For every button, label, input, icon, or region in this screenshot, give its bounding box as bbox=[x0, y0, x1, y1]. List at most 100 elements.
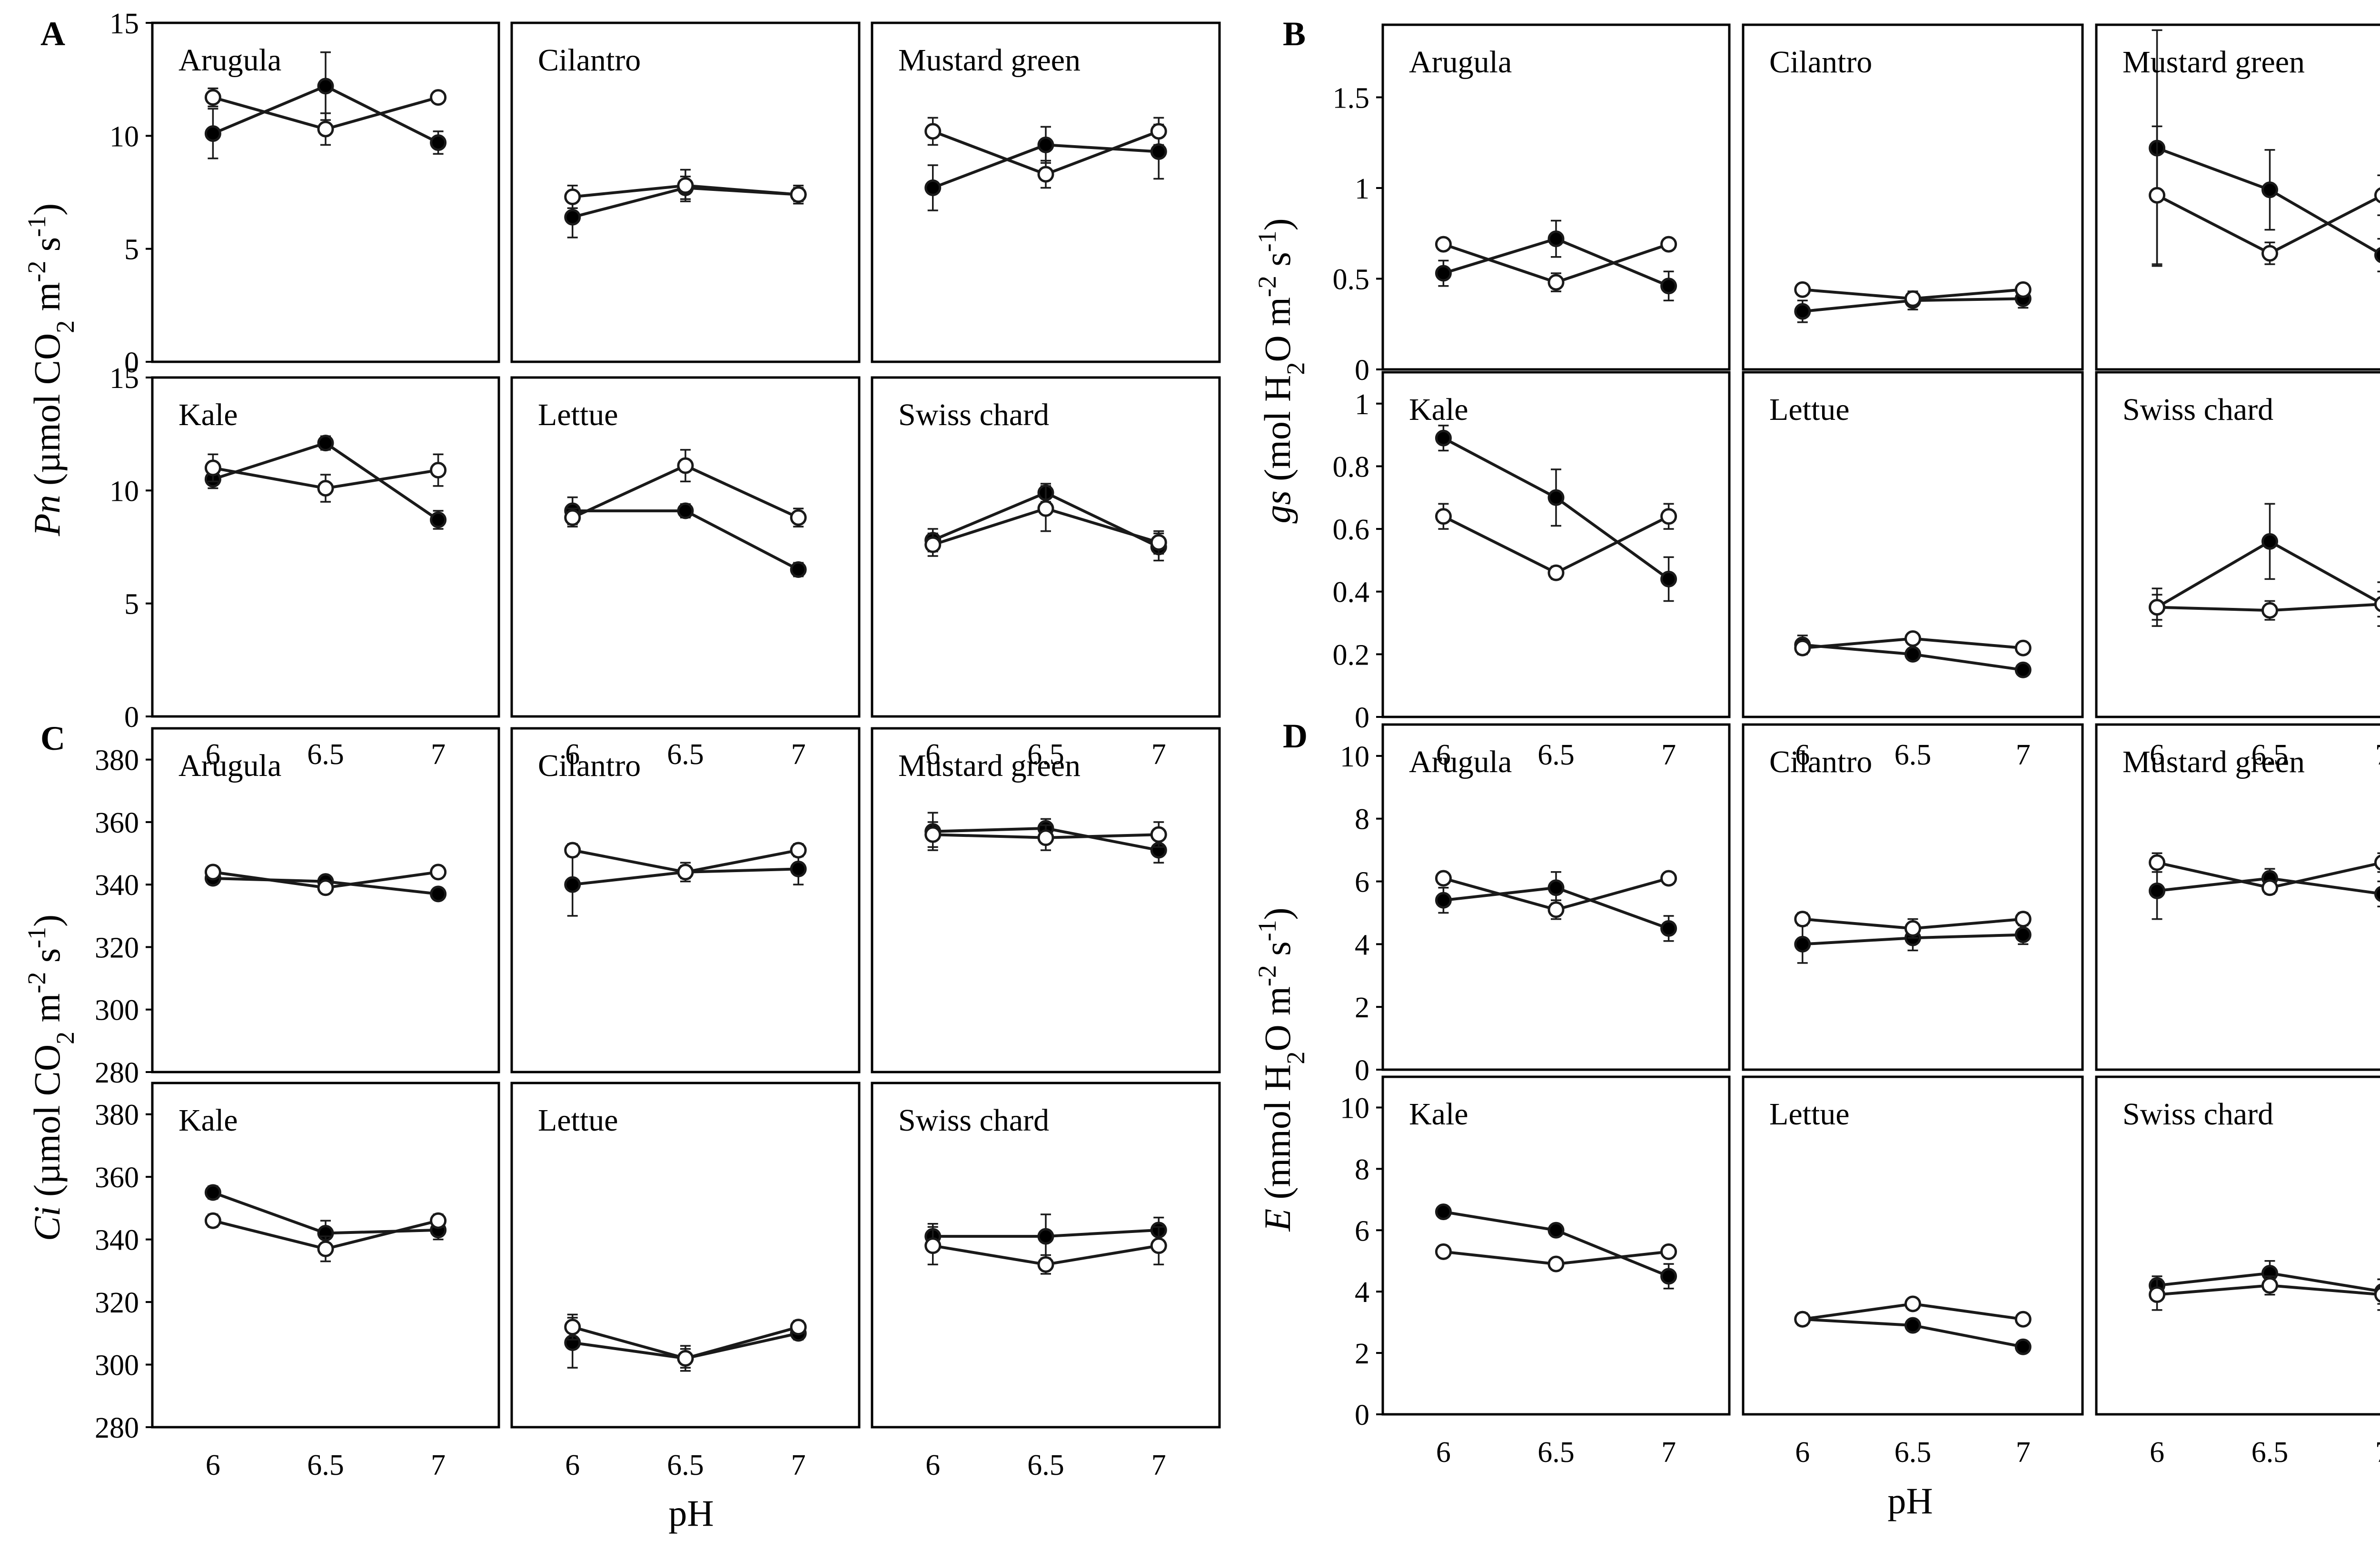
x-tick-label-a-swiss-chard-0: 6 bbox=[925, 738, 940, 771]
y-tick-label-d-kale-2: 2 bbox=[1355, 1338, 1369, 1370]
crop-name-b-lettue: Lettue bbox=[1769, 392, 1850, 427]
y-tick-label-c-kale-320: 320 bbox=[95, 1287, 139, 1319]
data-point-open-d-cilantro-1 bbox=[1904, 920, 1921, 937]
data-point-open-d-lettue-0 bbox=[1794, 1311, 1811, 1328]
x-tick-label-a-lettue-2: 7 bbox=[791, 738, 806, 771]
data-point-open-c-arugula-1 bbox=[317, 879, 334, 896]
y-axis-label-a: Pn (µmol CO2 m-2 s-1) bbox=[22, 203, 79, 537]
data-point-open-c-arugula-0 bbox=[204, 864, 221, 881]
data-point-open-b-cilantro-2 bbox=[2014, 281, 2032, 298]
data-point-open-a-arugula-2 bbox=[430, 89, 447, 106]
y-tick-label-d-kale-4: 4 bbox=[1355, 1276, 1369, 1309]
panel-frame-c-cilantro bbox=[510, 727, 861, 1073]
data-point-closed-c-cilantro-2 bbox=[790, 860, 807, 877]
y-tick-label-c-arugula-300: 300 bbox=[95, 994, 139, 1027]
data-point-open-d-arugula-2 bbox=[1660, 870, 1677, 887]
crop-name-c-arugula: Arugula bbox=[178, 748, 281, 783]
data-point-open-c-swiss-chard-1 bbox=[1037, 1256, 1054, 1273]
y-axis-label-part-a-2: 2 bbox=[51, 320, 79, 333]
data-point-open-b-arugula-2 bbox=[1660, 236, 1677, 253]
y-axis-label-part-b-6: -1 bbox=[1253, 230, 1281, 252]
data-point-open-c-mustard-green-2 bbox=[1150, 826, 1167, 843]
data-point-open-d-kale-1 bbox=[1547, 1255, 1565, 1272]
y-tick-label-b-arugula-1: 1 bbox=[1355, 173, 1369, 205]
panel-frame-a-swiss-chard bbox=[871, 376, 1221, 718]
data-point-open-a-kale-1 bbox=[317, 480, 334, 497]
data-point-open-c-lettue-0 bbox=[564, 1319, 581, 1336]
data-point-open-c-mustard-green-0 bbox=[924, 826, 942, 843]
y-axis-label-part-b-3: O m bbox=[1257, 297, 1298, 362]
y-tick-label-c-arugula-360: 360 bbox=[95, 807, 139, 839]
y-axis-label-part-b-7: ) bbox=[1257, 218, 1298, 230]
data-point-open-c-lettue-1 bbox=[677, 1350, 694, 1367]
data-point-closed-c-kale-0 bbox=[204, 1184, 221, 1201]
y-axis-label-part-c-3: m bbox=[26, 994, 68, 1032]
x-tick-label-d-swiss-chard-2: 7 bbox=[2375, 1436, 2380, 1469]
data-point-closed-b-lettue-2 bbox=[2014, 661, 2032, 678]
panel-letter-c: C bbox=[40, 719, 65, 757]
crop-name-c-cilantro: Cilantro bbox=[538, 748, 641, 783]
y-axis-label-part-b-1: (mol H bbox=[1257, 375, 1298, 491]
crop-name-d-lettue: Lettue bbox=[1769, 1097, 1850, 1132]
data-point-open-d-lettue-2 bbox=[2014, 1311, 2032, 1328]
data-point-open-d-cilantro-2 bbox=[2014, 911, 2032, 928]
panel-frame-b-cilantro bbox=[1742, 23, 2084, 371]
data-point-closed-d-kale-2 bbox=[1660, 1268, 1677, 1285]
y-axis-label-part-a-6: -1 bbox=[22, 216, 51, 237]
y-tick-label-b-arugula-0: 0 bbox=[1355, 354, 1369, 387]
y-tick-label-a-kale-15: 15 bbox=[109, 362, 139, 395]
data-point-open-a-arugula-0 bbox=[204, 89, 221, 106]
crop-name-d-kale: Kale bbox=[1409, 1097, 1468, 1132]
panel-frame-d-mustard-green bbox=[2095, 723, 2380, 1071]
data-point-closed-d-arugula-1 bbox=[1547, 879, 1565, 896]
crop-name-b-kale: Kale bbox=[1409, 392, 1468, 427]
panel-frame-a-arugula bbox=[151, 21, 500, 363]
data-point-open-c-swiss-chard-0 bbox=[924, 1237, 942, 1254]
y-tick-label-d-kale-8: 8 bbox=[1355, 1153, 1369, 1186]
data-point-closed-b-kale-0 bbox=[1435, 429, 1452, 447]
y-axis-label-part-a-1: (µmol CO bbox=[26, 333, 68, 495]
panel-frame-d-swiss-chard bbox=[2095, 1075, 2380, 1416]
y-tick-label-b-arugula-0.5: 0.5 bbox=[1333, 263, 1370, 296]
data-point-closed-b-kale-1 bbox=[1547, 489, 1565, 506]
crop-name-a-arugula: Arugula bbox=[178, 43, 281, 78]
y-tick-label-c-kale-280: 280 bbox=[95, 1412, 139, 1444]
y-axis-label-part-c-7: ) bbox=[26, 914, 68, 927]
data-point-closed-d-cilantro-2 bbox=[2014, 926, 2032, 944]
y-axis-label-part-c-2: 2 bbox=[51, 1032, 79, 1044]
x-tick-label-c-kale-2: 7 bbox=[431, 1449, 446, 1481]
panel-frame-c-arugula bbox=[151, 727, 500, 1073]
y-tick-label-d-arugula-10: 10 bbox=[1340, 741, 1369, 773]
panel-frame-b-mustard-green bbox=[2095, 23, 2380, 371]
panel-frame-a-cilantro bbox=[510, 21, 861, 363]
y-tick-label-a-kale-5: 5 bbox=[124, 588, 139, 621]
data-point-closed-d-kale-1 bbox=[1547, 1222, 1565, 1239]
data-point-open-b-lettue-0 bbox=[1794, 639, 1811, 656]
data-point-open-b-mustard-green-2 bbox=[2374, 187, 2380, 203]
data-point-open-c-lettue-2 bbox=[790, 1319, 807, 1336]
data-point-open-c-kale-1 bbox=[317, 1240, 334, 1257]
x-axis-label-right: pH bbox=[1887, 1480, 1933, 1521]
x-tick-label-c-kale-0: 6 bbox=[206, 1449, 220, 1481]
x-tick-label-d-lettue-1: 6.5 bbox=[1894, 1436, 1932, 1469]
crop-name-d-swiss-chard: Swiss chard bbox=[2122, 1097, 2273, 1132]
y-tick-label-b-arugula-1.5: 1.5 bbox=[1333, 82, 1370, 114]
y-axis-label-part-b-5: s bbox=[1257, 252, 1298, 276]
data-point-closed-d-arugula-2 bbox=[1660, 920, 1677, 937]
x-tick-label-b-lettue-0: 6 bbox=[1795, 739, 1810, 771]
data-point-closed-b-lettue-1 bbox=[1904, 646, 1921, 663]
data-point-closed-a-arugula-2 bbox=[430, 134, 447, 151]
data-point-open-d-mustard-green-0 bbox=[2149, 854, 2166, 871]
data-point-open-b-lettue-1 bbox=[1904, 630, 1921, 647]
y-tick-label-a-arugula-10: 10 bbox=[109, 120, 139, 153]
crop-name-c-mustard-green: Mustard green bbox=[898, 748, 1081, 783]
y-tick-label-c-arugula-340: 340 bbox=[95, 869, 139, 902]
data-point-open-d-swiss-chard-2 bbox=[2374, 1286, 2380, 1303]
data-point-closed-a-mustard-green-1 bbox=[1037, 136, 1054, 153]
y-axis-label-part-d-0: E bbox=[1257, 1209, 1298, 1232]
crop-name-a-kale: Kale bbox=[178, 397, 238, 432]
y-tick-label-a-kale-10: 10 bbox=[109, 475, 139, 507]
x-axis-label-left: pH bbox=[668, 1492, 714, 1534]
panel-frame-c-mustard-green bbox=[871, 727, 1221, 1073]
